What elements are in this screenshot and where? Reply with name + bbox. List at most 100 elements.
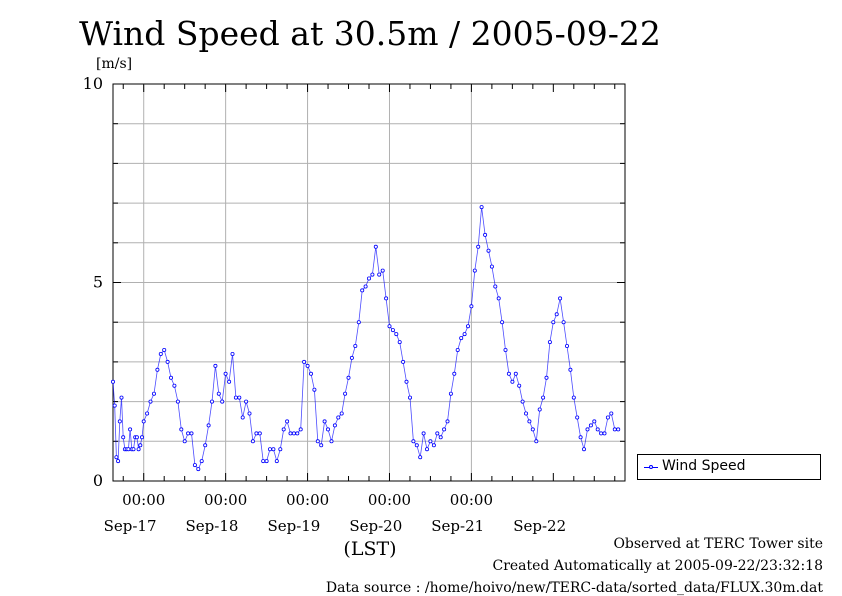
data-point <box>126 447 131 452</box>
data-point <box>387 324 392 329</box>
data-point <box>206 423 211 428</box>
y-tick-label: 0 <box>93 471 103 490</box>
data-point <box>288 431 293 436</box>
data-point <box>281 427 286 432</box>
data-point <box>452 371 457 376</box>
data-point <box>213 363 218 368</box>
data-point <box>175 399 180 404</box>
y-axis-unit-label: [m/s] <box>96 56 133 72</box>
data-point <box>145 411 150 416</box>
data-point <box>435 431 440 436</box>
data-point <box>114 455 119 460</box>
data-point <box>267 447 272 452</box>
data-point <box>128 427 133 432</box>
data-point <box>489 264 494 269</box>
data-point <box>336 415 341 420</box>
data-point <box>366 276 371 281</box>
data-point <box>117 419 122 424</box>
x-day-label: Sep-21 <box>431 517 484 535</box>
data-point <box>578 435 583 440</box>
data-point <box>332 423 337 428</box>
x-axis-label: (LST) <box>343 538 397 560</box>
data-point <box>565 343 570 348</box>
data-point <box>445 419 450 424</box>
data-point <box>561 320 566 325</box>
footer-source: Data source : /home/hoivo/new/TERC-data/… <box>325 580 823 596</box>
data-point <box>346 375 351 380</box>
data-point <box>411 439 416 444</box>
data-point <box>134 435 139 440</box>
data-point <box>315 439 320 444</box>
data-point <box>186 431 191 436</box>
data-point <box>116 459 121 464</box>
data-point <box>541 395 546 400</box>
data-point <box>295 431 300 436</box>
data-point <box>250 439 255 444</box>
data-point <box>233 395 238 400</box>
data-point <box>155 367 160 372</box>
legend: Wind Speed <box>637 454 821 480</box>
data-point <box>421 431 426 436</box>
data-point <box>462 332 467 337</box>
data-point <box>356 320 361 325</box>
data-point <box>493 284 498 289</box>
data-point <box>360 288 365 293</box>
data-point <box>112 403 117 408</box>
data-point <box>220 399 225 404</box>
data-point <box>305 363 310 368</box>
data-point <box>227 379 232 384</box>
data-point <box>373 244 378 249</box>
data-point <box>510 379 515 384</box>
data-point <box>230 351 235 356</box>
x-tick-time-label: 00:00 <box>368 491 411 509</box>
data-point <box>380 268 385 273</box>
data-point <box>377 272 382 277</box>
data-point <box>479 205 484 210</box>
data-point <box>394 332 399 337</box>
data-point <box>554 312 559 317</box>
data-point <box>483 232 488 237</box>
data-point <box>203 443 208 448</box>
data-point <box>472 268 477 273</box>
data-point <box>605 415 610 420</box>
data-point <box>537 407 542 412</box>
data-point <box>500 320 505 325</box>
data-point <box>312 387 317 392</box>
data-point <box>179 427 184 432</box>
x-day-label: Sep-18 <box>186 517 239 535</box>
x-day-label: Sep-19 <box>267 517 320 535</box>
chart-title: Wind Speed at 30.5m / 2005-09-22 <box>79 14 661 53</box>
data-point <box>609 411 614 416</box>
data-point <box>158 351 163 356</box>
data-point <box>138 443 143 448</box>
data-point <box>240 415 245 420</box>
data-point <box>534 439 539 444</box>
data-point <box>196 467 201 472</box>
data-point <box>319 443 324 448</box>
data-point <box>298 427 303 432</box>
data-point <box>119 395 124 400</box>
x-tick-time-label: 00:00 <box>122 491 165 509</box>
data-point <box>165 359 170 364</box>
data-point <box>582 447 587 452</box>
x-tick-time-label: 00:00 <box>286 491 329 509</box>
data-point <box>139 435 144 440</box>
data-point <box>517 383 522 388</box>
data-point <box>172 383 177 388</box>
data-point <box>407 395 412 400</box>
data-point <box>547 340 552 345</box>
data-point <box>397 340 402 345</box>
data-point <box>442 427 447 432</box>
data-point <box>575 415 580 420</box>
x-tick-time-label: 00:00 <box>450 491 493 509</box>
data-point <box>278 447 283 452</box>
data-point <box>551 320 556 325</box>
data-point <box>168 375 173 380</box>
data-point <box>544 375 549 380</box>
data-point <box>401 359 406 364</box>
data-point <box>349 355 354 360</box>
data-point <box>459 336 464 341</box>
footer-site: Observed at TERC Tower site <box>613 536 823 552</box>
data-point <box>261 459 266 464</box>
data-point <box>247 411 252 416</box>
